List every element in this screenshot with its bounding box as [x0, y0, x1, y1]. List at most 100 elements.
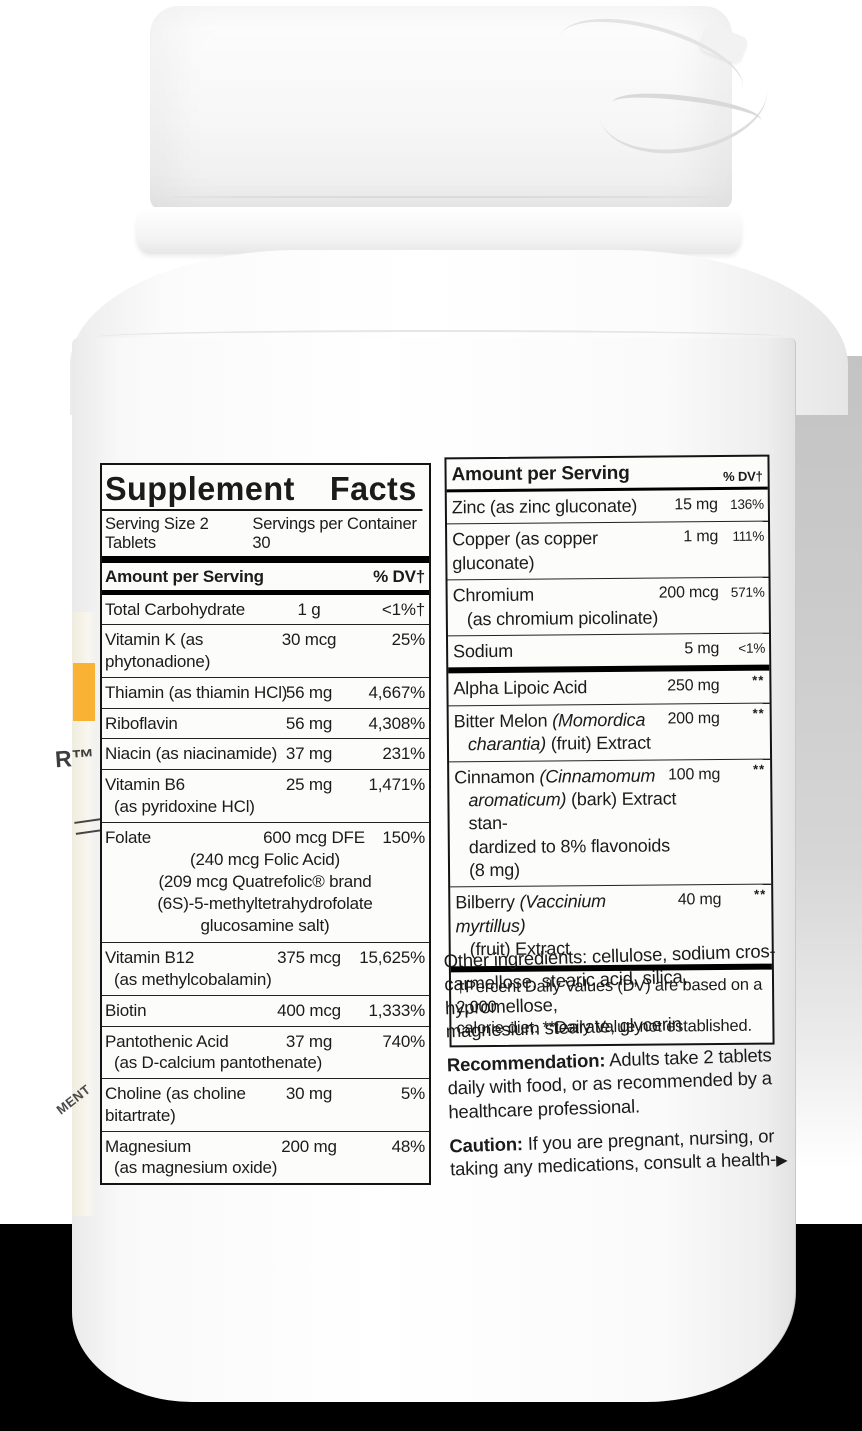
shoulder-contour-line [96, 330, 786, 344]
nutrient-dv: ** [752, 705, 765, 721]
divider-bar [102, 556, 429, 563]
front-label-text-fragment: R™ [54, 743, 96, 773]
bottle-right-shadow [789, 356, 862, 1168]
nutrient-row: Sodium 5 mg <1% [447, 632, 770, 668]
nutrient-detail-lines: (240 mcg Folic Acid) (209 mcg Quatrefolic… [105, 848, 425, 938]
nutrient-name: Riboflavin [105, 713, 178, 733]
text-line: Sodium [453, 638, 668, 663]
nutrient-dv: ** [752, 672, 765, 689]
caution: Caution: If you are pregnant, nursing, o… [449, 1124, 794, 1182]
nutrient-dv: ** [752, 761, 766, 777]
nutrient-rows: Total Carbohydrate 1 g <1%† Vitamin K (as p… [102, 595, 429, 1184]
mineral-rows: Zinc (as zinc gluconate) 15 mg 136% Copper … [447, 490, 770, 668]
text-line: Chromium [453, 583, 668, 608]
nutrient-detail: glucosamine salt) [200, 915, 330, 935]
nutrient-amount: 200 mcg [658, 584, 719, 602]
nutrient-dv: 1,333% [368, 1000, 426, 1020]
text-segment: (as chromium picolinate) [466, 607, 659, 629]
text-line: Bitter Melon (Momordica [454, 708, 669, 733]
text-line: Alpha Lipoic Acid [453, 676, 668, 701]
botanical-rows: Alpha Lipoic Acid 250 mg ** Bitter Melon (M… [448, 671, 772, 967]
cap-rim [136, 207, 742, 254]
text-line: charantia) (fruit) Extract [454, 731, 683, 756]
percent-dv-header: % DV† [723, 468, 763, 484]
nutrient-source: (as magnesium oxide) [114, 1158, 278, 1178]
text-line: Copper (as copper gluconate) [452, 527, 667, 576]
text-line: Bilberry (Vaccinium myrtillus) [455, 890, 670, 939]
nutrient-dv: <1%† [381, 599, 425, 619]
bottle-cap [150, 6, 750, 210]
text-line: Cinnamon (Cinnamomum [454, 764, 669, 789]
text-segment: Cinnamon [454, 766, 540, 787]
nutrient-dv: 4,308% [368, 713, 426, 733]
facts-column-header: Amount per Serving % DV† [102, 563, 429, 590]
nutrient-source: (as D-calcium pantothenate) [114, 1053, 323, 1073]
cap-base-line [170, 196, 710, 198]
nutrient-row: Zinc (as zinc gluconate) 15 mg 136% [447, 490, 768, 524]
nutrient-source: (as pyridoxine HCl) [114, 796, 255, 816]
nutrient-amount: 200 mg [667, 709, 720, 728]
percent-dv-header: % DV† [373, 567, 425, 586]
text-segment: dardized to 8% flavonoids (8 mg) [468, 835, 671, 881]
nutrient-dv: 111% [732, 529, 765, 545]
nutrient-row: Cinnamon (Cinnamomum aromaticum) (bark) E… [449, 758, 772, 887]
nutrient-dv: 136% [730, 496, 764, 512]
amount-per-serving-header: Amount per Serving [105, 567, 264, 586]
nutrient-row: Copper (as copper gluconate) 1 mg 111% [447, 520, 769, 580]
nutrient-amount: 375 mcg [277, 948, 341, 968]
recommendation: Recommendation: Adults take 2 tablets dai… [447, 1043, 793, 1124]
serving-info-row: Serving Size 2 Tablets Servings per Cont… [102, 511, 429, 556]
supplement-facts-panel: Supplement Facts Serving Size 2 Tablets … [100, 463, 431, 1185]
text-segment: Alpha Lipoic Acid [453, 677, 588, 699]
text-segment: Copper (as copper gluconate) [452, 528, 598, 574]
nutrient-dv: 571% [730, 584, 765, 601]
nutrient-dv: 4,667% [368, 682, 426, 702]
nutrient-amount: 56 mg [285, 682, 333, 702]
nutrient-dv: 5% [400, 1084, 425, 1103]
nutrient-amount: 1 mg [683, 528, 719, 546]
nutrient-amount: 5 mg [684, 639, 720, 658]
nutrient-amount: 25 mg [285, 775, 333, 794]
other-ingredients: Other ingredients: cellulose, sodium cro… [443, 939, 790, 1043]
text-line: aromaticum) (bark) Extract stan- [454, 787, 683, 836]
nutrient-row: Thiamin (as thiamin HCl) 56 mg 4,667% [102, 676, 429, 708]
nutrient-amount: 37 mg [285, 1031, 333, 1051]
nutrient-amount: 250 mg [667, 677, 720, 695]
text-segment: charantia) [467, 733, 547, 755]
nutrient-row: Alpha Lipoic Acid 250 mg ** [448, 671, 769, 705]
nutrient-row: Total Carbohydrate 1 g <1%† [102, 595, 429, 625]
nutrient-amount: 200 mg [281, 1136, 337, 1156]
nutrient-dv: 25% [391, 630, 426, 650]
nutrient-amount: 40 mg [677, 891, 722, 909]
text-segment: Zinc (as zinc gluconate) [451, 495, 638, 518]
nutrient-amount: 1 g [297, 599, 321, 619]
nutrient-amount: 30 mcg [281, 630, 337, 650]
nutrient-row: Folate 600 mcg DFE 150% (240 mcg Folic Acid… [102, 821, 429, 943]
nutrient-row: Chromium (as chromium picolinate) 200 mcg 5… [447, 576, 769, 636]
nutrient-name: Vitamin B12 [105, 948, 195, 968]
continuation-arrow-icon: ▶ [775, 1152, 788, 1170]
nutrient-amount: 15 mg [674, 496, 718, 514]
text-line: Zinc (as zinc gluconate) [452, 494, 667, 519]
serving-size: Serving Size 2 Tablets [105, 515, 209, 552]
nutrient-row: Vitamin K (as phytonadione) 30 mcg 25% [102, 624, 429, 677]
nutrient-amount: 100 mg [667, 765, 721, 784]
nutrient-row: Choline (as choline bitartrate) 30 mg 5% [102, 1078, 429, 1131]
text-segment: Sodium [453, 640, 514, 662]
nutrient-dv: 15,625% [359, 948, 425, 968]
divider-bar [102, 590, 429, 595]
text-segment: Bilberry [455, 892, 520, 913]
nutrient-amount: 30 mg [285, 1084, 333, 1103]
nutrient-name: Biotin [105, 1000, 147, 1020]
servings-per-container: Servings per Container 30 [252, 515, 417, 552]
text-segment: (fruit) Extract [545, 732, 651, 754]
nutrient-dv: 231% [382, 744, 425, 764]
text-segment: healthcare professional. [448, 1095, 641, 1123]
text-segment: carmellose, stearic acid, silica, hyprom… [444, 966, 688, 1019]
nutrient-row: Vitamin B6 (as pyridoxine HCl) 25 mg 1,471% [102, 769, 429, 822]
nutrient-amount: 400 mcg [277, 1000, 341, 1020]
nutrient-amount: 56 mg [285, 713, 333, 733]
nutrient-detail: (6S)-5-methyltetrahydrofolate [157, 893, 373, 913]
text-segment: Chromium [452, 584, 535, 606]
